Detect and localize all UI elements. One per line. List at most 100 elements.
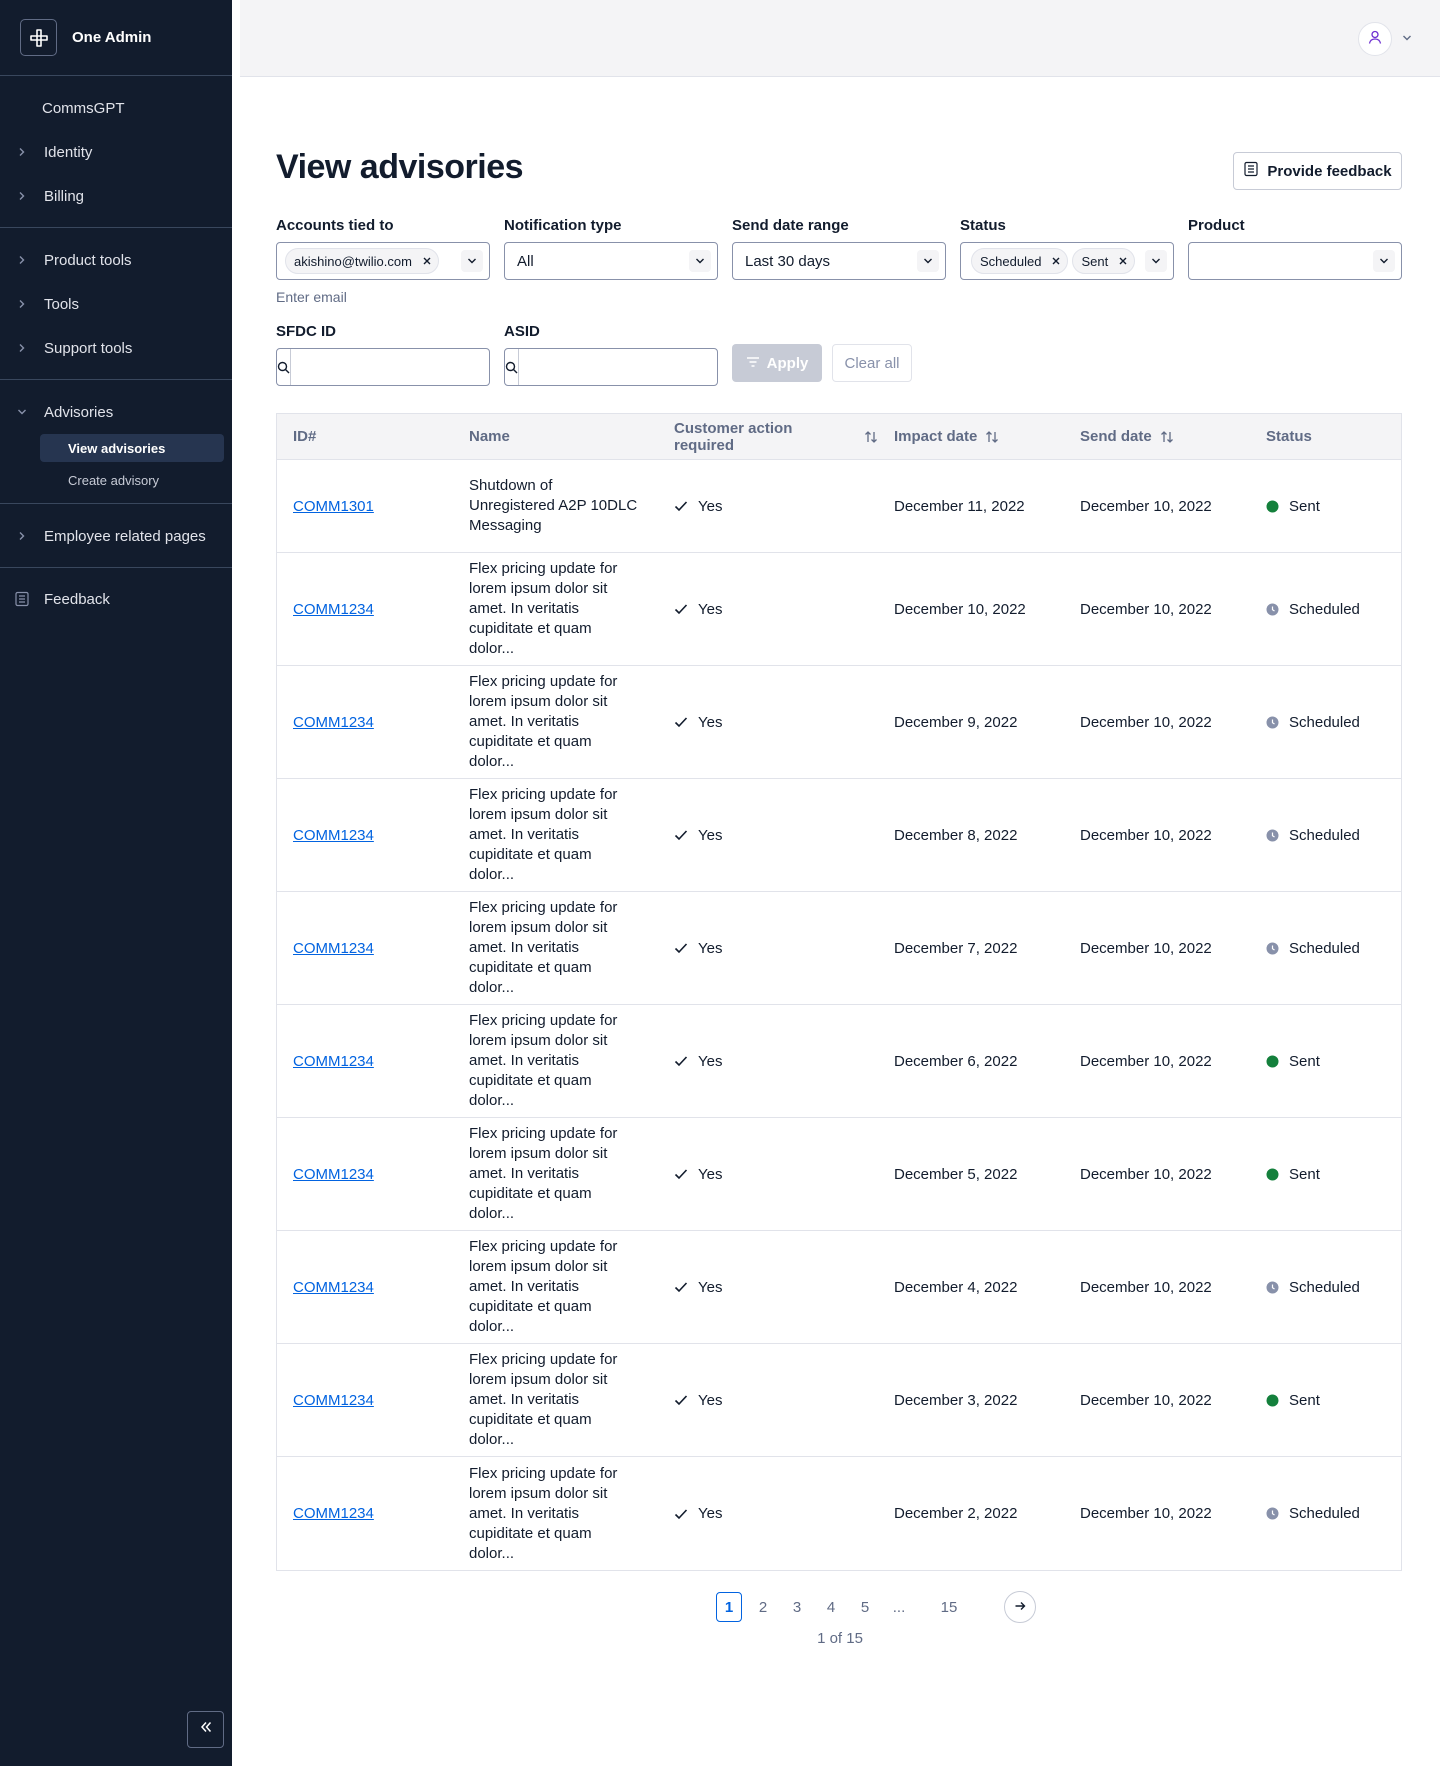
sidebar-item-label: Billing: [44, 187, 85, 205]
provide-feedback-button[interactable]: Provide feedback: [1233, 152, 1402, 190]
accounts-combobox[interactable]: akishino@twilio.com: [276, 242, 490, 280]
sidebar-item-billing[interactable]: Billing: [0, 174, 232, 218]
send-date-range-select[interactable]: Last 30 days: [732, 242, 946, 280]
sfdc-id-input[interactable]: [291, 349, 498, 385]
notification-type-select[interactable]: All: [504, 242, 718, 280]
cell-send-date: December 10, 2022: [1080, 1505, 1212, 1522]
sidebar-item-label: Advisories: [44, 403, 114, 421]
sidebar-item-commsgpt[interactable]: CommsGPT: [0, 86, 232, 130]
cell-id: COMM1234: [277, 553, 453, 665]
sort-icon[interactable]: [1160, 430, 1174, 444]
sidebar-item-employee-related-pages[interactable]: Employee related pages: [0, 514, 232, 558]
sidebar-item-advisories[interactable]: Advisories: [0, 390, 232, 434]
table-row: COMM1234 Flex pricing update for lorem ip…: [277, 553, 1401, 666]
page-button-3[interactable]: 3: [792, 1598, 802, 1616]
cell-status: Scheduled: [1250, 892, 1401, 1004]
advisory-id-link[interactable]: COMM1234: [293, 713, 374, 731]
cell-impact-date: December 4, 2022: [894, 1278, 1018, 1296]
advisory-id-link[interactable]: COMM1234: [293, 1278, 374, 1296]
page-button-4[interactable]: 4: [826, 1598, 836, 1616]
column-header-impact-date[interactable]: Impact date: [878, 428, 1064, 445]
sidebar-item-product-tools[interactable]: Product tools: [0, 238, 232, 282]
close-icon[interactable]: [1051, 256, 1061, 266]
page-ellipsis: ...: [892, 1598, 906, 1616]
filter-sfdc-id: SFDC ID: [276, 322, 498, 386]
status-scheduled-icon: [1266, 716, 1279, 729]
cell-action: Yes: [658, 1457, 878, 1570]
status-sent-icon: [1266, 500, 1279, 513]
check-icon: [674, 1055, 688, 1067]
sidebar-item-tools[interactable]: Tools: [0, 282, 232, 326]
page-button-5[interactable]: 5: [860, 1598, 870, 1616]
sort-icon[interactable]: [864, 430, 878, 444]
sidebar-item-feedback[interactable]: Feedback: [0, 577, 232, 621]
avatar[interactable]: [1358, 22, 1392, 56]
cell-send-date: December 10, 2022: [1080, 1278, 1212, 1296]
table-row: COMM1234 Flex pricing update for lorem ip…: [277, 1118, 1401, 1231]
cell-impact-date: December 2, 2022: [894, 1505, 1018, 1522]
check-icon: [674, 500, 688, 512]
column-header-name: Name: [453, 428, 658, 445]
check-icon: [674, 942, 688, 954]
sidebar-item-label: Identity: [44, 143, 93, 161]
cell-action: Yes: [658, 779, 878, 891]
close-icon[interactable]: [1118, 256, 1128, 266]
page-button-2[interactable]: 2: [758, 1598, 768, 1616]
nav-group-advisories: Advisories View advisories Create adviso…: [0, 380, 232, 504]
advisory-id-link[interactable]: COMM1234: [293, 826, 374, 844]
pagination-summary: 1 of 15: [817, 1630, 863, 1647]
chevron-down-icon[interactable]: [1402, 30, 1412, 48]
sidebar-item-support-tools[interactable]: Support tools: [0, 326, 232, 370]
advisory-id-link[interactable]: COMM1234: [293, 1052, 374, 1070]
status-scheduled-icon: [1266, 603, 1279, 616]
feedback-icon: [0, 591, 44, 607]
next-page-button[interactable]: [1004, 1591, 1036, 1623]
close-icon[interactable]: [422, 256, 432, 266]
check-icon: [674, 603, 688, 615]
status-scheduled-icon: [1266, 1281, 1279, 1294]
advisory-id-link[interactable]: COMM1234: [293, 1165, 374, 1183]
advisory-id-link[interactable]: COMM1234: [293, 939, 374, 957]
cell-send-date: December 10, 2022: [1080, 826, 1212, 844]
sort-icon[interactable]: [985, 430, 999, 444]
filter-asid: ASID: [504, 322, 726, 386]
advisory-id-link[interactable]: COMM1301: [293, 497, 374, 515]
apply-button[interactable]: Apply: [732, 344, 822, 382]
column-label: Status: [1266, 428, 1312, 445]
cell-id: COMM1301: [277, 460, 453, 552]
clear-all-button[interactable]: Clear all: [832, 344, 912, 382]
nav-group-tools: Product tools Tools Support tools: [0, 228, 232, 380]
column-header-action[interactable]: Customer action required: [658, 420, 878, 454]
advisory-id-link[interactable]: COMM1234: [293, 1505, 374, 1522]
sidebar-item-identity[interactable]: Identity: [0, 130, 232, 174]
chevron-down-icon[interactable]: [1145, 250, 1167, 272]
cell-send-date: December 10, 2022: [1080, 939, 1212, 957]
sidebar-item-view-advisories[interactable]: View advisories: [40, 434, 224, 462]
chevron-right-icon: [0, 531, 44, 541]
column-header-send-date[interactable]: Send date: [1064, 428, 1250, 445]
product-select[interactable]: [1188, 242, 1402, 280]
advisory-id-link[interactable]: COMM1234: [293, 600, 374, 618]
logo-icon[interactable]: [20, 19, 57, 56]
advisory-id-link[interactable]: COMM1234: [293, 1391, 374, 1409]
asid-input[interactable]: [519, 349, 726, 385]
filter-send-date-range: Send date range Last 30 days: [732, 216, 946, 280]
page-button-15[interactable]: 15: [940, 1598, 958, 1616]
status-chip-sent: Sent: [1072, 248, 1136, 274]
cell-status: Sent: [1250, 460, 1401, 552]
search-icon: [277, 349, 291, 385]
page-button-1[interactable]: 1: [716, 1592, 742, 1622]
filter-label: Product: [1188, 217, 1245, 234]
chevron-down-icon[interactable]: [461, 250, 483, 272]
chevron-right-icon: [0, 255, 44, 265]
status-sent-icon: [1266, 1168, 1279, 1181]
action-value: Yes: [698, 939, 723, 957]
sidebar-item-create-advisory[interactable]: Create advisory: [68, 472, 160, 488]
sfdc-id-field: [276, 348, 498, 386]
column-label: Send date: [1080, 428, 1152, 445]
action-value: Yes: [698, 1391, 723, 1409]
status-combobox[interactable]: Scheduled Sent: [960, 242, 1174, 280]
collapse-sidebar-button[interactable]: [187, 1711, 224, 1748]
column-label: Impact date: [894, 428, 978, 445]
topbar: [240, 0, 1440, 77]
